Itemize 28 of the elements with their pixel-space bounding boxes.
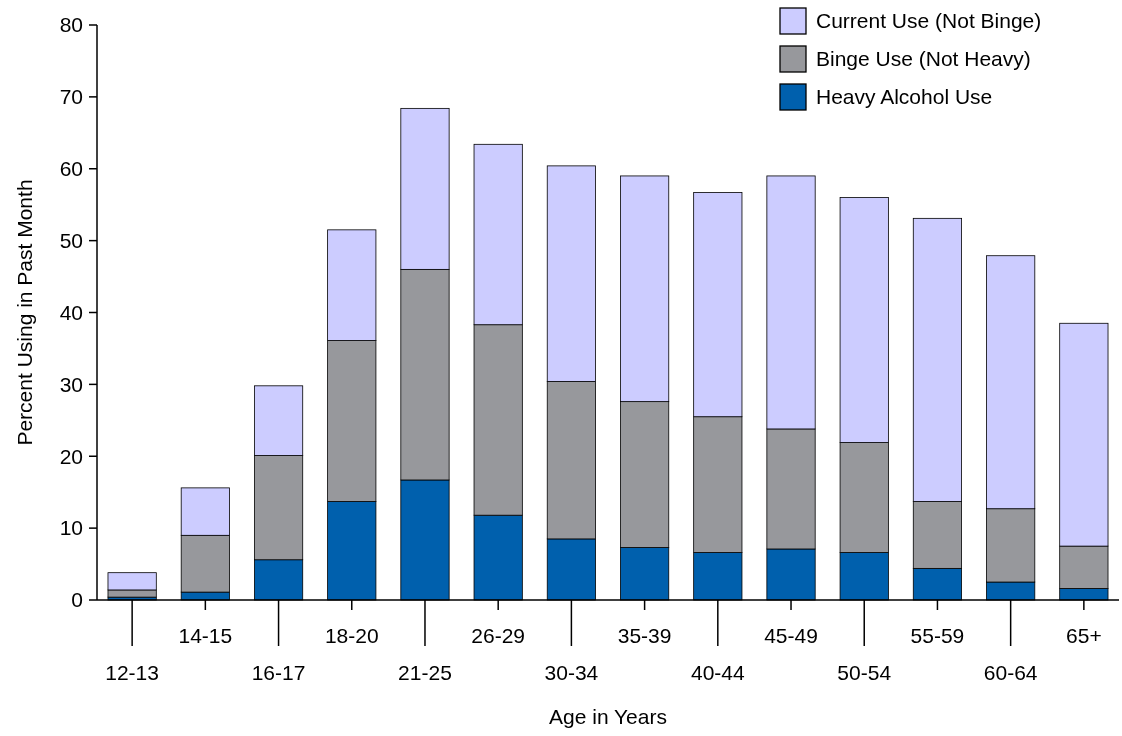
x-tick-label: 12-13	[105, 661, 159, 684]
y-tick-label: 30	[59, 372, 83, 396]
x-tick-label: 50-54	[837, 661, 892, 684]
x-tick-label: 35-39	[617, 624, 672, 647]
x-tick-label: 26-29	[471, 624, 526, 647]
x-axis-title: Age in Years	[549, 705, 667, 728]
x-tick-label: 55-59	[910, 624, 965, 647]
x-tick-label: 30-34	[544, 661, 599, 684]
y-tick-label: 20	[59, 444, 83, 468]
x-tick-label: 16-17	[251, 661, 306, 684]
legend-label: Binge Use (Not Heavy)	[816, 47, 1031, 71]
x-tick-label: 65+	[1066, 624, 1102, 647]
y-tick-label: 70	[59, 85, 83, 109]
legend-label: Current Use (Not Binge)	[816, 9, 1042, 33]
legend-label: Heavy Alcohol Use	[816, 85, 993, 109]
y-tick-label: 80	[59, 13, 83, 37]
y-tick-label: 50	[59, 228, 83, 252]
x-tick-label: 45-49	[764, 624, 818, 647]
y-tick-label: 60	[59, 157, 83, 181]
x-tick-label: 21-25	[398, 661, 452, 684]
x-tick-label: 14-15	[178, 624, 233, 647]
y-axis-title: Percent Using in Past Month	[13, 179, 36, 446]
x-tick-label: 60-64	[983, 661, 1038, 684]
y-tick-label: 40	[59, 300, 83, 324]
x-tick-label: 18-20	[324, 624, 379, 647]
y-tick-label: 0	[71, 588, 83, 612]
x-tick-label: 40-44	[690, 661, 745, 684]
y-tick-label: 10	[59, 516, 83, 540]
